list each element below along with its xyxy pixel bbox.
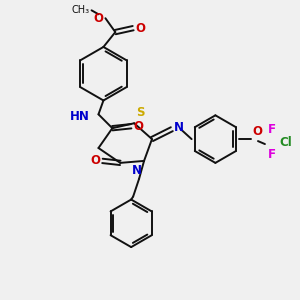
Text: CH₃: CH₃ [71, 5, 90, 15]
Text: F: F [268, 123, 276, 136]
Text: S: S [136, 106, 145, 119]
Text: O: O [93, 12, 103, 25]
Text: O: O [91, 154, 100, 167]
Text: F: F [268, 148, 276, 161]
Text: O: O [135, 22, 145, 34]
Text: Cl: Cl [280, 136, 292, 148]
Text: N: N [174, 121, 184, 134]
Text: N: N [132, 164, 142, 177]
Text: O: O [252, 125, 262, 138]
Text: HN: HN [70, 110, 90, 123]
Text: O: O [133, 120, 143, 133]
